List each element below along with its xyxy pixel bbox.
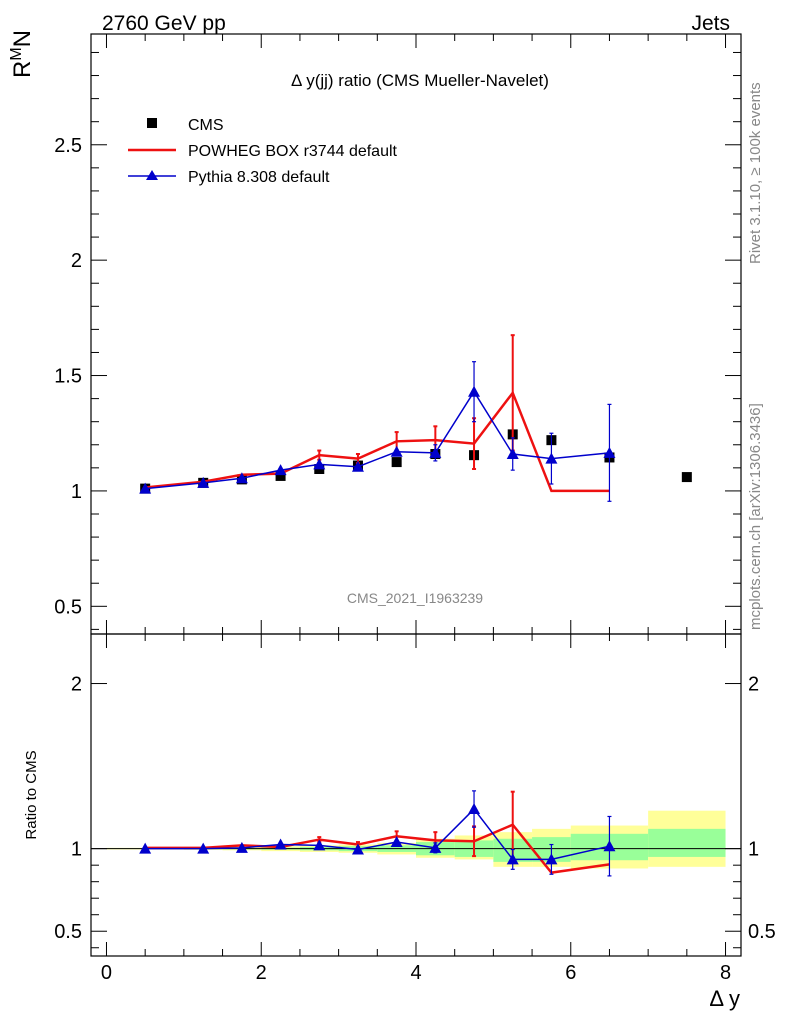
pythia-point [390,445,403,457]
ratio-pythia-point [313,839,326,851]
tick-labels: 0 2 4 6 8 0.5 1 1.5 2 2.5 0.5 0.5 1 1 2 2 [54,135,776,984]
ratio-pythia-point [139,842,152,854]
ratio-pythia-line [145,807,610,861]
pythia-point [429,446,442,458]
legend-pythia-marker [146,170,158,180]
pythia-point [545,452,558,464]
y-tick-label-main: 2 [71,250,82,272]
x-axis-label: Δ y [709,986,740,1011]
analysis-watermark: CMS_2021_I1963239 [347,590,483,606]
series-layer [139,334,692,877]
y-tick-label-ratio: 1 [71,839,82,861]
y-axis-label-ratio: Ratio to CMS [23,750,40,839]
pythia-point [351,460,364,472]
ratio-pythia-point [390,836,403,848]
y-tick-label-main: 1 [71,481,82,503]
rivet-label: Rivet 3.1.10, ≥ 100k events [747,82,764,264]
ratio-pythia-point [506,853,519,865]
pythia-point [468,385,481,397]
legend-pythia-label: Pythia 8.308 default [188,169,330,186]
cms-point [275,470,286,481]
legend-cms-label: CMS [188,117,224,134]
x-tick-label: 2 [256,962,267,984]
ratio-powheg-line [145,823,610,874]
ratio-pythia-point [545,853,558,865]
ratio-pythia-point [468,803,481,815]
ratio-pythia-point [429,841,442,853]
y-tick-label-main: 2.5 [54,135,82,157]
ratio-pythia-point [274,838,287,850]
powheg-line [145,390,610,493]
ratio-pythia-point [351,843,364,855]
x-tick-label: 6 [565,962,576,984]
ratio-pythia-point [197,842,210,854]
y-tick-label-ratio-right: 0.5 [748,921,776,943]
pythia-point [274,464,287,476]
x-tick-label: 4 [410,962,421,984]
y-axis-label-main-text: RMN [8,30,36,78]
pythia-point [603,446,616,458]
ratio-frame [90,633,742,957]
pythia-point [313,458,326,470]
x-tick-label: 8 [720,962,731,984]
y-tick-label-ratio: 0.5 [54,921,82,943]
cms-point [681,472,692,483]
y-tick-label-ratio: 2 [71,674,82,696]
pythia-point [139,482,152,494]
y-tick-label-main: 0.5 [54,596,82,618]
legend-cms-marker [147,118,157,128]
mcplots-label: mcplots.cern.ch [arXiv:1306.3436] [747,403,764,630]
pythia-point [197,476,210,488]
y-tick-label-ratio-right: 1 [748,839,759,861]
axis-ticks [91,34,741,956]
y-tick-label-ratio-right: 2 [748,674,759,696]
y-tick-label-main: 1.5 [54,366,82,388]
legend-powheg-label: POWHEG BOX r3744 default [188,143,398,160]
chart-title: Δ y(jj) ratio (CMS Mueller-Navelet) [291,71,549,90]
ratio-pythia-point [235,841,248,853]
pythia-line [145,390,610,490]
pythia-point [235,472,248,484]
y-axis-label-main: RMN [8,30,36,78]
ratio-band-inner [648,828,726,857]
pythia-point [506,448,519,459]
header-left: 2760 GeV pp [102,12,226,35]
cms-point [391,457,402,468]
header-right: Jets [691,12,730,35]
legend: CMS POWHEG BOX r3744 default Pythia 8.30… [128,117,398,186]
ratio-pythia-point [603,840,616,852]
x-tick-label: 0 [101,962,112,984]
